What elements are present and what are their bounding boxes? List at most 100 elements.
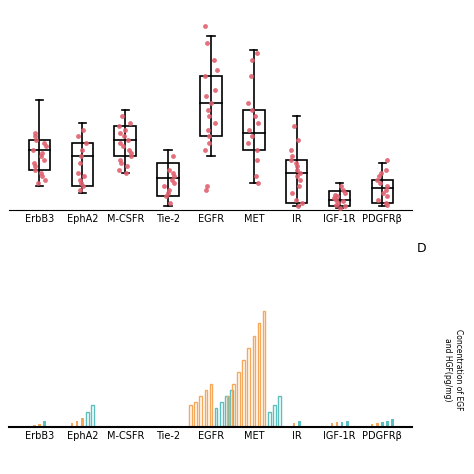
Point bbox=[170, 179, 178, 187]
Point bbox=[293, 166, 301, 173]
Bar bbox=[258, 323, 260, 427]
Point bbox=[77, 153, 84, 160]
Bar bbox=[330, 423, 333, 427]
Point bbox=[287, 146, 294, 154]
Point bbox=[78, 179, 85, 187]
Bar bbox=[376, 423, 379, 427]
Point bbox=[116, 122, 123, 130]
Point bbox=[76, 176, 83, 183]
Point bbox=[253, 173, 260, 180]
Point bbox=[31, 163, 39, 170]
Bar bbox=[91, 405, 94, 427]
Point bbox=[245, 126, 253, 133]
Point bbox=[170, 173, 177, 180]
Point bbox=[37, 169, 45, 177]
Bar bbox=[278, 396, 281, 427]
Bar bbox=[72, 143, 93, 186]
Point bbox=[383, 166, 390, 173]
Bar bbox=[329, 191, 350, 206]
Point bbox=[127, 119, 134, 127]
Point bbox=[383, 186, 390, 193]
Point bbox=[79, 126, 86, 133]
Point bbox=[254, 179, 262, 187]
Point bbox=[79, 182, 86, 190]
Point bbox=[383, 199, 390, 207]
Point bbox=[255, 119, 262, 127]
Bar bbox=[220, 402, 222, 427]
Point bbox=[39, 173, 46, 180]
Bar bbox=[33, 425, 36, 427]
Point bbox=[203, 39, 211, 46]
Bar bbox=[392, 419, 394, 427]
Bar bbox=[225, 396, 228, 427]
Point bbox=[127, 153, 135, 160]
Point bbox=[126, 146, 133, 154]
Point bbox=[293, 163, 301, 170]
Text: D: D bbox=[417, 242, 427, 255]
Point bbox=[296, 169, 304, 177]
Bar bbox=[230, 390, 233, 427]
Bar bbox=[346, 420, 348, 427]
Bar bbox=[200, 396, 202, 427]
Point bbox=[118, 112, 126, 120]
Point bbox=[74, 169, 82, 177]
Point bbox=[164, 189, 172, 197]
Point bbox=[168, 176, 175, 183]
Point bbox=[32, 136, 39, 144]
Point bbox=[288, 153, 295, 160]
Point bbox=[383, 201, 391, 209]
Point bbox=[30, 159, 37, 167]
Bar bbox=[200, 76, 222, 137]
Point bbox=[121, 133, 128, 140]
Point bbox=[117, 129, 124, 137]
Point bbox=[75, 133, 82, 140]
Point bbox=[201, 146, 209, 154]
Text: Concentration of EGF
and HGF(pg/mg): Concentration of EGF and HGF(pg/mg) bbox=[443, 329, 463, 410]
Bar bbox=[38, 424, 41, 427]
Point bbox=[211, 86, 219, 93]
Point bbox=[123, 163, 130, 170]
Point bbox=[341, 189, 349, 197]
Point bbox=[248, 56, 255, 64]
Bar bbox=[336, 422, 338, 427]
Point bbox=[254, 146, 261, 154]
Point bbox=[332, 196, 340, 203]
Point bbox=[383, 156, 391, 164]
Point bbox=[296, 182, 303, 190]
Point bbox=[330, 194, 338, 202]
Point bbox=[202, 92, 210, 100]
Bar bbox=[43, 420, 46, 427]
Point bbox=[31, 166, 39, 173]
Point bbox=[339, 198, 346, 205]
Point bbox=[78, 146, 86, 154]
Point bbox=[211, 119, 219, 127]
Point bbox=[247, 73, 255, 80]
Point bbox=[294, 173, 301, 180]
Point bbox=[287, 156, 294, 164]
Point bbox=[336, 204, 344, 212]
Point bbox=[332, 201, 340, 209]
Point bbox=[202, 186, 210, 193]
Point bbox=[117, 159, 125, 167]
Bar bbox=[371, 424, 374, 427]
Point bbox=[37, 153, 45, 160]
Point bbox=[292, 159, 300, 167]
Point bbox=[296, 176, 304, 183]
Point bbox=[340, 186, 347, 193]
Point bbox=[331, 191, 339, 199]
Point bbox=[201, 73, 209, 80]
Bar bbox=[298, 420, 301, 427]
Bar bbox=[286, 160, 307, 203]
Bar bbox=[237, 372, 240, 427]
Bar bbox=[268, 412, 271, 427]
Point bbox=[82, 139, 90, 147]
Point bbox=[116, 139, 124, 147]
Point bbox=[253, 156, 261, 164]
Point bbox=[245, 99, 252, 107]
Point bbox=[210, 56, 218, 64]
Bar bbox=[263, 311, 265, 427]
Point bbox=[165, 166, 173, 173]
Bar bbox=[341, 422, 343, 427]
Point bbox=[248, 106, 255, 113]
Bar bbox=[194, 402, 197, 427]
